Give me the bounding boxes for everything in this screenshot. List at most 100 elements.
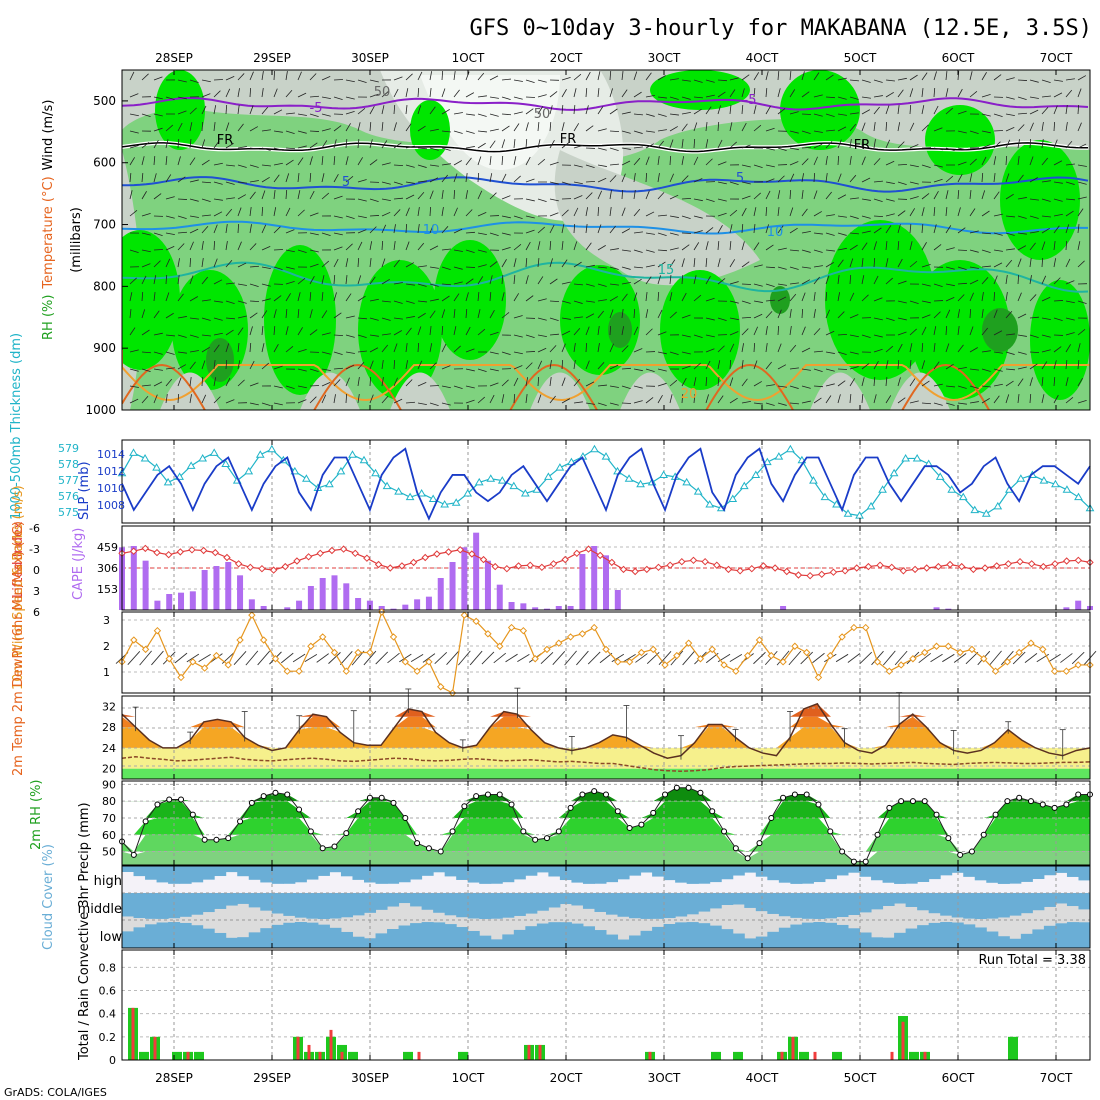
wind-barb <box>873 122 876 132</box>
wind-barb <box>981 172 984 183</box>
wind-barb <box>933 343 936 353</box>
thickness-line-point <box>809 476 818 484</box>
wind-barb <box>345 156 349 166</box>
wind-barb <box>873 376 876 387</box>
wind-barb <box>201 105 207 115</box>
wind-barb <box>741 74 750 81</box>
wind-barb <box>465 113 475 116</box>
wind-barb <box>1005 248 1015 251</box>
wind-barb <box>993 395 1000 404</box>
thickness-line-point <box>325 479 334 488</box>
wind-barb <box>825 191 832 200</box>
wind-barb <box>933 127 943 132</box>
wind-barb <box>789 266 799 270</box>
wind-barb <box>657 309 663 319</box>
cloud-low <box>225 937 238 948</box>
wind-barb <box>909 196 919 200</box>
thickness-line-point <box>705 500 715 508</box>
wind-speed-line-point <box>496 642 504 650</box>
cloud-high <box>905 866 918 884</box>
cloud-middle <box>675 893 688 917</box>
cloud-low <box>283 922 296 948</box>
wind-barb <box>621 189 624 200</box>
wind-barb <box>681 197 692 200</box>
wind-barb <box>933 326 937 336</box>
cloud-middle <box>732 893 745 905</box>
lifted-index-line-point <box>409 558 418 567</box>
wind-barb <box>549 198 559 202</box>
wind-barb <box>141 263 151 268</box>
cloud-low <box>444 924 457 948</box>
rh-line-point <box>874 831 881 838</box>
wind-barb <box>501 312 510 319</box>
wind-barb <box>981 368 991 372</box>
cloud-middle <box>329 893 342 919</box>
cloud-high <box>179 866 192 884</box>
wind-barb <box>633 249 643 253</box>
wind-barb <box>885 92 894 98</box>
wind-barb <box>489 128 499 132</box>
wind-barb <box>933 206 936 217</box>
wind-barb <box>513 351 523 355</box>
wind-barb <box>237 207 242 217</box>
wind-barb <box>873 227 882 234</box>
precip-convective-bar <box>538 1044 542 1060</box>
cloud-high <box>133 866 146 877</box>
wind-barb <box>1017 378 1024 387</box>
thickness-line-point <box>520 488 530 497</box>
wind-barb <box>405 88 409 98</box>
wind-barb <box>561 377 566 387</box>
wind-barb <box>765 266 776 269</box>
wind-barb <box>273 88 278 98</box>
cloud-low <box>686 922 699 948</box>
ylabel-wind: 10m Wind Speed & Barbs (m/s) <box>11 485 26 690</box>
wind-barb <box>174 652 188 664</box>
wind-speed-line-point <box>366 648 374 657</box>
lifted-index-line-point <box>584 545 593 553</box>
wind-barb <box>585 164 595 169</box>
wind-barb <box>825 232 835 236</box>
cloud-low <box>179 922 192 948</box>
wind-barb <box>621 367 632 370</box>
wind-barb <box>429 206 432 217</box>
wind-barb <box>945 309 951 319</box>
wind-barb <box>165 292 170 302</box>
wind-barb <box>633 173 636 183</box>
wind-barb <box>261 71 264 81</box>
wind-barb <box>273 147 283 151</box>
wind-barb <box>297 130 307 134</box>
wind-barb <box>597 283 607 287</box>
wind-barb <box>189 377 192 387</box>
wind-barb <box>945 266 955 270</box>
wind-barb <box>813 172 816 183</box>
wind-barb <box>381 240 384 251</box>
rh-saturated-region <box>206 338 234 382</box>
cloud-low <box>490 939 503 948</box>
wind-barb <box>765 88 768 98</box>
ylabel-thickness: 1000-500mb Thickness (dm) <box>9 333 24 520</box>
wind-barb <box>225 181 235 185</box>
wind-barb <box>777 283 787 286</box>
wind-speed-line-point <box>401 658 410 666</box>
wind-barb <box>825 74 834 81</box>
wind-barb <box>873 139 876 149</box>
cape-bar <box>402 604 409 610</box>
cloud-middle <box>271 893 284 914</box>
wind-barb <box>261 147 271 151</box>
wind-barb <box>705 258 708 268</box>
wind-barb <box>1077 181 1087 185</box>
wind-barb <box>501 215 511 219</box>
wind-barb <box>417 71 423 81</box>
wind-barb <box>261 164 271 167</box>
cloud-low <box>340 931 353 948</box>
wind-barb <box>705 241 709 251</box>
cloud-low <box>1078 922 1091 948</box>
cloud-high <box>479 866 492 884</box>
cloud-middle <box>767 893 780 914</box>
wind-barb <box>405 145 415 149</box>
wind-barb <box>177 198 188 200</box>
rh-line-point <box>992 811 999 818</box>
wind-barb <box>501 292 505 302</box>
cloud-low <box>317 924 330 948</box>
